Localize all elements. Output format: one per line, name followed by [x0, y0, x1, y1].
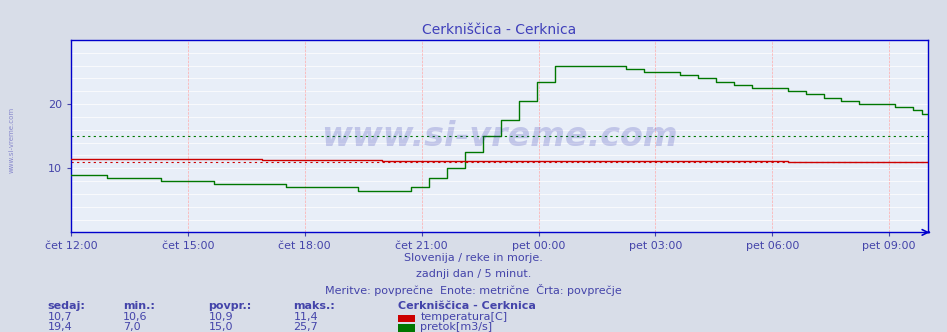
Text: 7,0: 7,0 [123, 322, 141, 332]
Text: zadnji dan / 5 minut.: zadnji dan / 5 minut. [416, 269, 531, 279]
Text: 15,0: 15,0 [208, 322, 233, 332]
Text: pretok[m3/s]: pretok[m3/s] [420, 322, 492, 332]
Text: Meritve: povprečne  Enote: metrične  Črta: povprečje: Meritve: povprečne Enote: metrične Črta:… [325, 284, 622, 296]
Text: 10,6: 10,6 [123, 312, 148, 322]
Text: sedaj:: sedaj: [47, 301, 85, 311]
Text: 19,4: 19,4 [47, 322, 72, 332]
Text: 10,7: 10,7 [47, 312, 72, 322]
Text: Slovenija / reke in morje.: Slovenija / reke in morje. [404, 253, 543, 263]
Text: Cerkniščica - Cerknica: Cerkniščica - Cerknica [398, 301, 536, 311]
Text: min.:: min.: [123, 301, 155, 311]
Text: 25,7: 25,7 [294, 322, 318, 332]
Text: povpr.:: povpr.: [208, 301, 252, 311]
Title: Cerkniščica - Cerknica: Cerkniščica - Cerknica [422, 23, 577, 37]
Text: www.si-vreme.com: www.si-vreme.com [321, 120, 678, 153]
Text: 10,9: 10,9 [208, 312, 233, 322]
Text: 11,4: 11,4 [294, 312, 318, 322]
Text: www.si-vreme.com: www.si-vreme.com [9, 106, 14, 173]
Text: temperatura[C]: temperatura[C] [420, 312, 508, 322]
Text: maks.:: maks.: [294, 301, 335, 311]
